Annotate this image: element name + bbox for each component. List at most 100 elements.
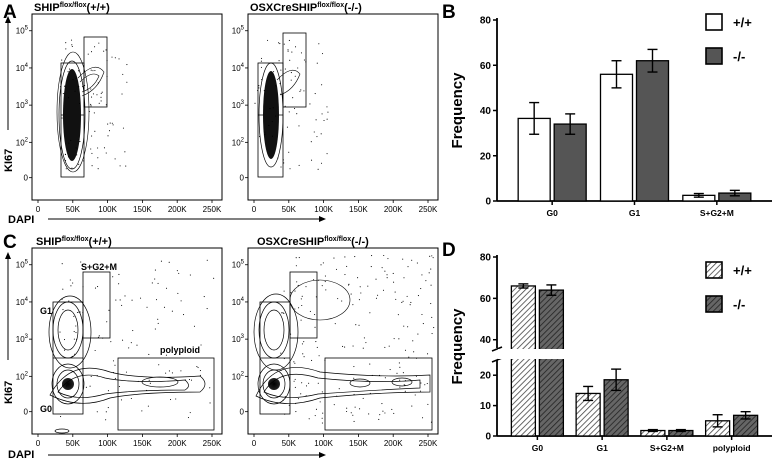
bar-category-label: G0 [532,443,544,453]
legend-swatch-wt [705,261,723,279]
flow-y-tick-label: 0 [240,408,245,417]
gate-label-polyploid: polyploid [160,345,200,355]
legend-label: +/+ [733,15,752,30]
flow-x-tick-label: 50K [282,439,297,448]
flow-title-c-right: OSXCreSHIPflox/flox(-/-) [257,236,369,248]
flow-x-tick-label: 50K [66,439,81,448]
bar-y-tick-label: 60 [480,61,492,72]
bar-category-label: S+G2+M [650,443,684,453]
flow-x-tick-label: 250K [419,439,438,448]
bar-y-tick-label: 60 [480,294,492,305]
flow-y-tick-label: 103 [16,100,29,110]
bar-y-tick-label: 80 [480,16,492,27]
bar-y-axis-label: Frequency [449,72,466,149]
bar-y-tick-label: 0 [485,197,491,208]
flow-y-tick-label: 103 [232,334,245,344]
flow-plot-a-right: OSXCreSHIPflox/flox(-/-) [247,2,439,201]
bar-y-tick-label: 40 [480,106,492,117]
panel-label-d: D [442,240,456,261]
gate-g0-g1 [60,62,85,178]
flow-y-tick-label: 104 [232,63,245,73]
flow-x-tick-label: 150K [133,205,152,214]
flow-plot-c-left: SHIPflox/flox(+/+) S+G2+M G1 G0 polyploi… [31,236,223,435]
bar-ko [635,60,670,202]
panel-label-a: A [3,2,17,23]
panel-label-c: C [3,232,17,253]
flow-y-tick-label: 105 [16,260,29,270]
bar-y-tick-label: 0 [485,432,491,443]
flow-y-tick-label: 103 [16,334,29,344]
flow-plot-c-right: OSXCreSHIPflox/flox(-/-) [247,236,439,435]
flow-y-tick-label: 102 [232,371,245,381]
bar-y-tick-label: 20 [480,151,492,162]
flow-y-tick-label: 102 [16,137,29,147]
legend-swatch-ko [705,47,723,65]
bar-category-label: G0 [546,208,558,218]
flow-y-tick-label: 104 [232,297,245,307]
flow-scatter-dots [59,39,435,424]
flow-plot-a-left: SHIPflox/flox(+/+) [31,2,223,201]
flow-a-ylabel: KI67 [3,149,15,172]
flow-y-tick-label: 0 [24,408,29,417]
bar-chart-d: 0 10 20 40 60 80 Frequency G0 G1 S+G2+M polyploid +… [449,253,773,453]
flow-y-tick-label: 102 [232,137,245,147]
legend-swatch-wt [705,13,723,31]
flow-y-tick-label: 102 [16,371,29,381]
flow-y-tick-label: 104 [16,297,29,307]
flow-x-tick-label: 50K [282,205,297,214]
flow-x-tick-label: 0 [36,205,41,214]
flow-x-tick-label: 150K [349,205,368,214]
flow-x-tick-label: 250K [203,439,222,448]
flow-x-tick-label: 0 [252,439,257,448]
flow-c-xlabel: DAPI [8,449,34,461]
flow-x-tick-label: 100K [98,439,117,448]
gate-label-g1: G1 [40,306,52,316]
legend-label: +/+ [733,263,752,278]
gate-label-g0: G0 [40,404,52,414]
flow-title-a-left: SHIPflox/flox(+/+) [34,2,110,14]
flow-x-tick-label: 250K [203,205,222,214]
flow-a-xlabel: DAPI [8,214,34,226]
flow-title-a-right: OSXCreSHIPflox/flox(-/-) [250,2,362,14]
flow-x-tick-label: 0 [36,439,41,448]
flow-c-ylabel: KI67 [3,381,15,404]
flow-x-tick-label: 250K [419,205,438,214]
bar-chart-b: 0 20 40 60 80 Frequency G0 G1 S+G2+M +/+ -/- [449,13,772,218]
legend-label: -/- [733,49,745,64]
panel-label-b: B [442,2,456,23]
bar-ko [553,123,587,202]
flow-y-tick-label: 0 [240,174,245,183]
bar-category-label: S+G2+M [700,208,734,218]
flow-x-tick-label: 150K [133,439,152,448]
flow-x-tick-label: 100K [314,439,333,448]
gate-label-sg2m: S+G2+M [81,262,117,272]
flow-x-tick-label: 200K [168,205,187,214]
bar-category-label: G1 [596,443,608,453]
flow-x-tick-label: 150K [349,439,368,448]
bar-y-axis-label: Frequency [449,308,466,385]
legend-label: -/- [733,297,745,312]
flow-x-tick-label: 100K [314,205,333,214]
flow-y-tick-label: 104 [16,63,29,73]
flow-x-tick-label: 200K [168,439,187,448]
legend-swatch-ko [705,295,723,313]
flow-y-tick-label: 0 [24,174,29,183]
bar-ko [538,289,565,437]
bar-y-tick-label: 80 [480,253,492,264]
flow-x-tick-label: 200K [384,439,403,448]
flow-tick-labels: 0 50K 100K 150K 200K 250K 105 104 103 102 0 0 50K 100… [16,26,438,448]
flow-x-tick-label: 100K [98,205,117,214]
bar-category-label: G1 [629,208,641,218]
flow-y-tick-label: 105 [232,260,245,270]
bar-y-tick-label: 10 [480,401,492,412]
flow-c-axes: KI67 DAPI [3,252,326,461]
bar-wt [510,285,537,437]
bar-wt [599,73,634,202]
bar-y-tick-label: 40 [480,335,492,346]
bar-category-label: polyploid [713,443,751,453]
bar-y-tick-label: 20 [480,371,492,382]
flow-title-c-left: SHIPflox/flox(+/+) [36,236,112,248]
flow-x-tick-label: 200K [384,205,403,214]
flow-x-tick-label: 0 [252,205,257,214]
